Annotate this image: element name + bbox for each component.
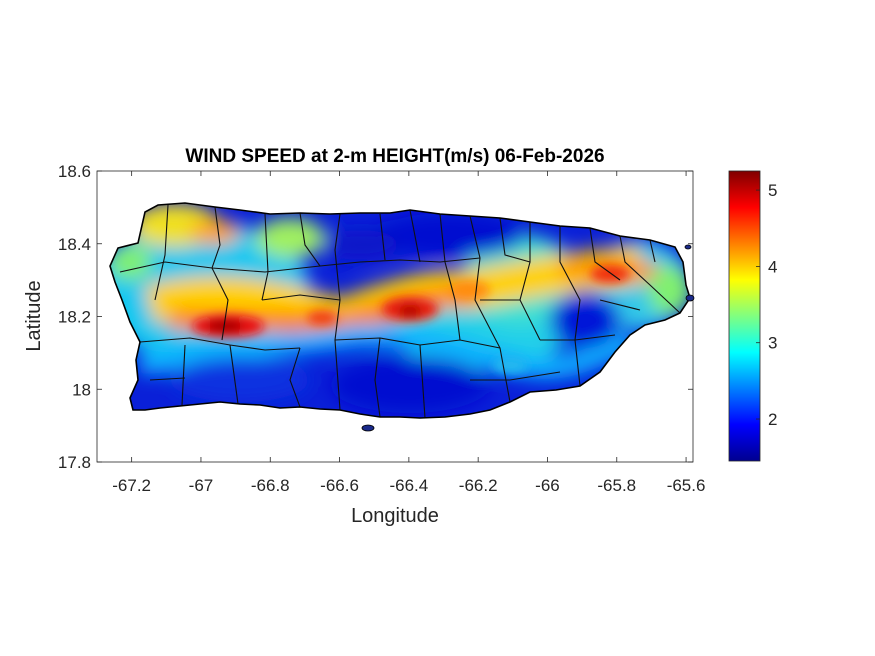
y-tick-label: 17.8 bbox=[58, 453, 91, 472]
y-tick-label: 18 bbox=[72, 380, 91, 399]
colorbar-tick-label: 3 bbox=[768, 334, 777, 353]
municipality-boundaries bbox=[119, 204, 681, 418]
x-tick-label: -66.2 bbox=[459, 476, 498, 495]
x-axis-ticks: -67.2 -67 -66.8 -66.6 -66.4 -66.2 -66 -65.8 -65.… bbox=[112, 171, 705, 495]
x-tick-label: -66 bbox=[535, 476, 560, 495]
colorbar-tick-label: 5 bbox=[768, 181, 777, 200]
offshore-islets bbox=[361, 244, 695, 432]
x-axis-label: Longitude bbox=[351, 505, 439, 527]
y-tick-label: 18.6 bbox=[58, 162, 91, 181]
y-tick-label: 18.4 bbox=[58, 235, 91, 254]
colorbar-tick-label: 2 bbox=[768, 410, 777, 429]
y-axis-ticks: 17.8 18 18.2 18.4 18.6 bbox=[58, 162, 693, 472]
x-tick-label: -66.6 bbox=[320, 476, 359, 495]
colorbar bbox=[728, 170, 761, 462]
y-axis-label: Latitude bbox=[23, 280, 45, 351]
y-tick-label: 18.2 bbox=[58, 308, 91, 327]
x-tick-label: -65.6 bbox=[667, 476, 706, 495]
x-tick-label: -66.4 bbox=[389, 476, 428, 495]
x-tick-label: -65.8 bbox=[597, 476, 636, 495]
colorbar-tick-label: 4 bbox=[768, 257, 777, 276]
wind-field bbox=[110, 203, 690, 418]
colorbar-ticks: 2 3 4 5 bbox=[756, 181, 777, 429]
chart-title: WIND SPEED at 2-m HEIGHT(m/s) 06-Feb-202… bbox=[185, 146, 604, 167]
x-tick-label: -67.2 bbox=[112, 476, 151, 495]
x-tick-label: -66.8 bbox=[251, 476, 290, 495]
x-tick-label: -67 bbox=[189, 476, 214, 495]
